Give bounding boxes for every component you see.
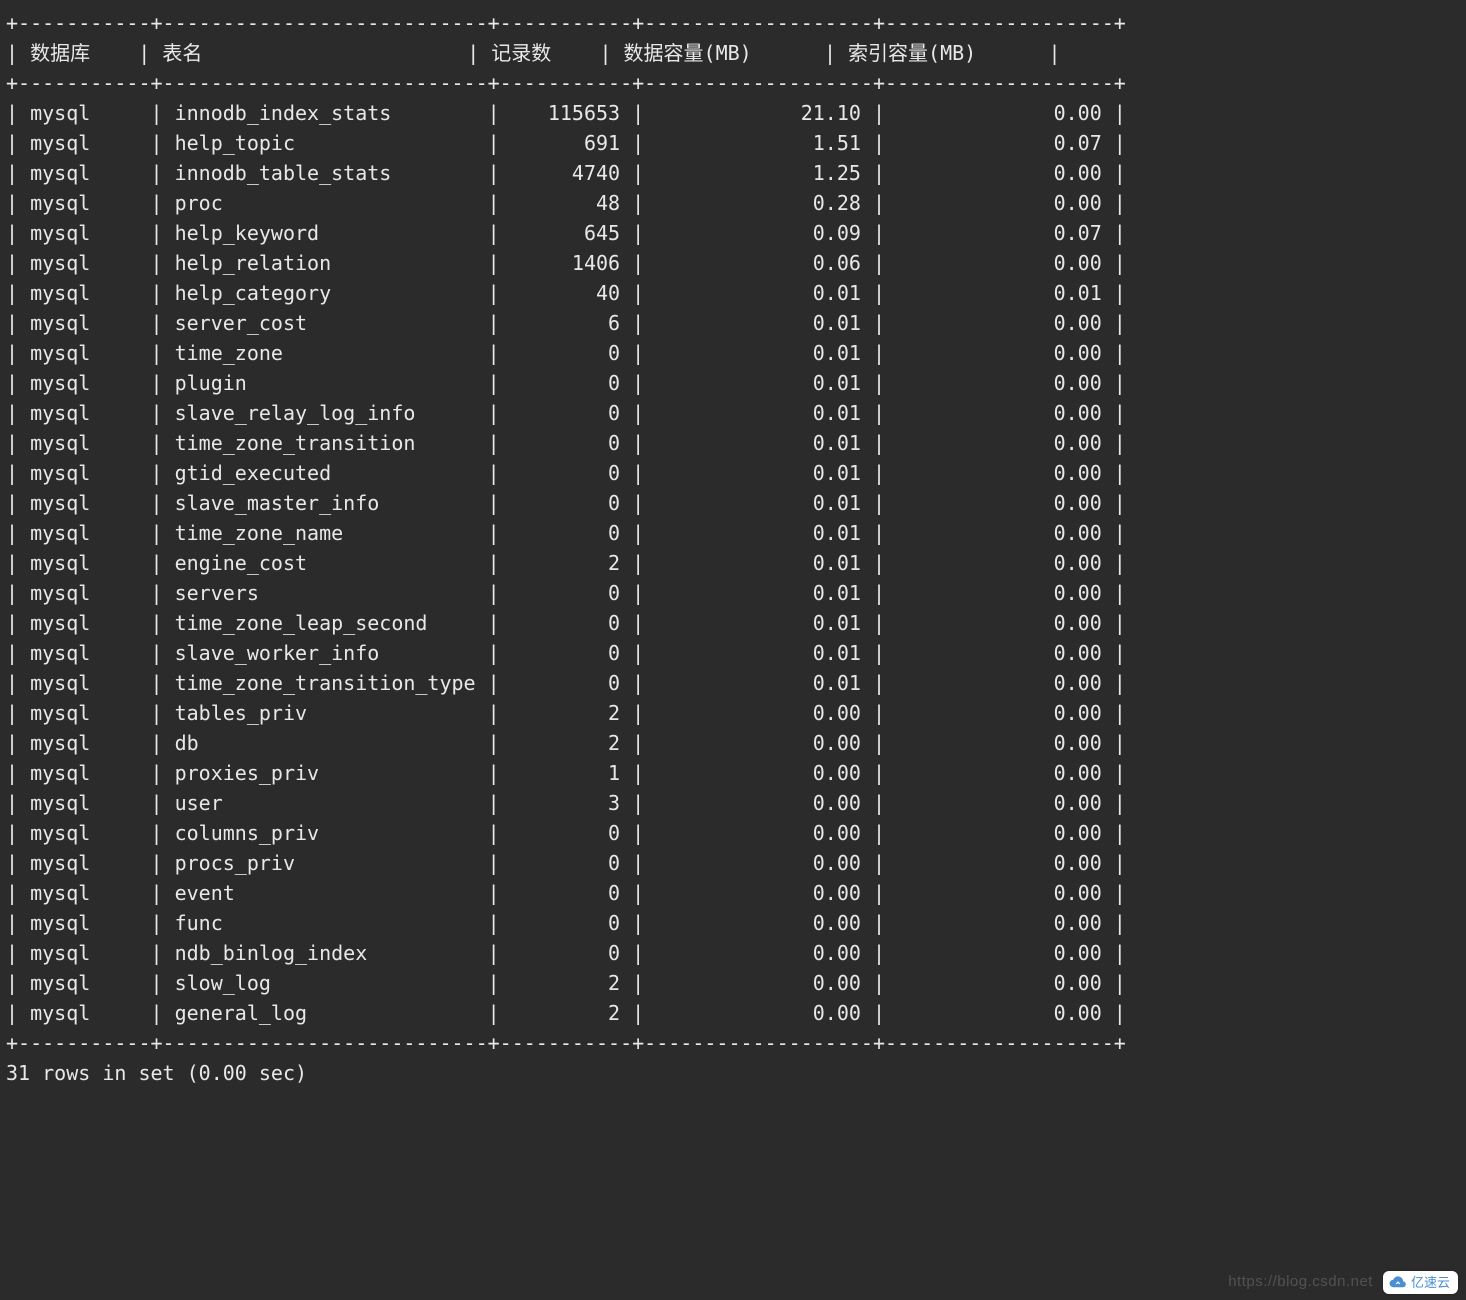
table-row: | mysql | slow_log | 2 | 0.00 | 0.00 | [6,968,1460,998]
table-row: | mysql | innodb_index_stats | 115653 | … [6,98,1460,128]
table-row: | mysql | procs_priv | 0 | 0.00 | 0.00 | [6,848,1460,878]
result-footer: 31 rows in set (0.00 sec) [6,1058,1460,1088]
table-row: | mysql | general_log | 2 | 0.00 | 0.00 … [6,998,1460,1028]
table-row: | mysql | ndb_binlog_index | 0 | 0.00 | … [6,938,1460,968]
table-row: | mysql | func | 0 | 0.00 | 0.00 | [6,908,1460,938]
table-row: | mysql | time_zone | 0 | 0.01 | 0.00 | [6,338,1460,368]
cloud-icon [1389,1275,1407,1289]
table-row: | mysql | time_zone_leap_second | 0 | 0.… [6,608,1460,638]
table-border-top: +-----------+---------------------------… [6,8,1460,38]
watermark-badge-text: 亿速云 [1411,1273,1450,1293]
table-row: | mysql | help_relation | 1406 | 0.06 | … [6,248,1460,278]
table-row: | mysql | help_topic | 691 | 1.51 | 0.07… [6,128,1460,158]
table-row: | mysql | event | 0 | 0.00 | 0.00 | [6,878,1460,908]
mysql-result-table: +-----------+---------------------------… [0,0,1466,1108]
watermark: https://blog.csdn.net 亿速云 [1228,1271,1458,1295]
table-row: | mysql | slave_master_info | 0 | 0.01 |… [6,488,1460,518]
table-header-row: | 数据库 | 表名 | 记录数 | 数据容量(MB) | 索引容量(MB) | [6,38,1460,68]
table-row: | mysql | help_category | 40 | 0.01 | 0.… [6,278,1460,308]
table-row: | mysql | time_zone_name | 0 | 0.01 | 0.… [6,518,1460,548]
table-row: | mysql | time_zone_transition_type | 0 … [6,668,1460,698]
table-row: | mysql | server_cost | 6 | 0.01 | 0.00 … [6,308,1460,338]
watermark-url: https://blog.csdn.net [1228,1271,1373,1294]
table-border-mid: +-----------+---------------------------… [6,68,1460,98]
table-row: | mysql | db | 2 | 0.00 | 0.00 | [6,728,1460,758]
table-border-bottom: +-----------+---------------------------… [6,1028,1460,1058]
table-row: | mysql | slave_relay_log_info | 0 | 0.0… [6,398,1460,428]
watermark-badge: 亿速云 [1383,1271,1458,1295]
table-row: | mysql | proc | 48 | 0.28 | 0.00 | [6,188,1460,218]
table-row: | mysql | proxies_priv | 1 | 0.00 | 0.00… [6,758,1460,788]
table-row: | mysql | innodb_table_stats | 4740 | 1.… [6,158,1460,188]
table-row: | mysql | user | 3 | 0.00 | 0.00 | [6,788,1460,818]
table-row: | mysql | plugin | 0 | 0.01 | 0.00 | [6,368,1460,398]
table-row: | mysql | columns_priv | 0 | 0.00 | 0.00… [6,818,1460,848]
table-row: | mysql | slave_worker_info | 0 | 0.01 |… [6,638,1460,668]
table-row: | mysql | help_keyword | 645 | 0.09 | 0.… [6,218,1460,248]
table-row: | mysql | time_zone_transition | 0 | 0.0… [6,428,1460,458]
table-row: | mysql | engine_cost | 2 | 0.01 | 0.00 … [6,548,1460,578]
table-row: | mysql | gtid_executed | 0 | 0.01 | 0.0… [6,458,1460,488]
table-row: | mysql | tables_priv | 2 | 0.00 | 0.00 … [6,698,1460,728]
table-row: | mysql | servers | 0 | 0.01 | 0.00 | [6,578,1460,608]
